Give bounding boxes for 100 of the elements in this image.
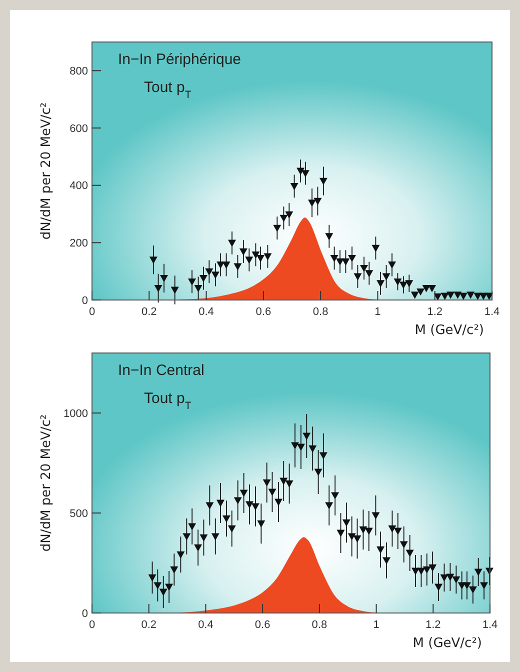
point	[216, 500, 224, 507]
y-axis-title: dN/dM per 20 MeV/c²	[39, 102, 54, 240]
point	[382, 273, 390, 280]
point	[376, 280, 385, 288]
text: Tout p$_{T}$	[144, 79, 192, 101]
point	[348, 533, 356, 540]
point	[388, 525, 396, 533]
x-tick-label: 0.4	[198, 619, 214, 631]
point	[206, 502, 214, 510]
point	[319, 178, 328, 186]
x-tick-label: 1.4	[482, 619, 498, 631]
point	[296, 168, 305, 175]
point	[222, 515, 230, 523]
point	[446, 574, 454, 581]
point	[274, 498, 282, 506]
point	[262, 479, 271, 487]
y-axis-title: dN/dM per 20 MeV/c²	[39, 414, 54, 552]
x-tick-label: 1.2	[427, 306, 443, 318]
x-tick-label: 0.8	[312, 306, 328, 318]
y-tick-label: 500	[70, 508, 88, 520]
point	[188, 523, 196, 530]
point	[446, 292, 455, 299]
point	[372, 244, 380, 252]
point	[376, 546, 385, 554]
point	[273, 224, 282, 232]
x-tick-label: 0.4	[198, 306, 214, 318]
point	[154, 285, 162, 292]
point	[399, 282, 408, 289]
y-tick-label: 400	[70, 180, 88, 192]
point	[325, 502, 334, 510]
point	[480, 582, 488, 590]
x-tick-label: 1	[374, 306, 381, 318]
point	[417, 568, 426, 575]
point	[388, 262, 396, 269]
x-axis-title: M (GeV/c²)	[412, 636, 482, 651]
y-tick-label: 200	[70, 238, 88, 250]
text: In−In Central	[118, 362, 204, 379]
point	[245, 501, 254, 508]
point	[440, 574, 448, 582]
point	[410, 292, 419, 299]
x-tick-label: 1.4	[484, 306, 500, 318]
point	[405, 280, 414, 288]
point	[354, 273, 362, 280]
point	[325, 233, 334, 240]
point	[228, 525, 236, 533]
point	[149, 256, 158, 264]
x-axis-title: M (GeV/c²)	[414, 323, 484, 338]
point	[165, 584, 174, 591]
point	[296, 444, 305, 451]
point	[466, 292, 475, 299]
y-tick-label: 800	[70, 66, 88, 78]
point	[211, 272, 220, 279]
point	[454, 292, 462, 299]
x-tick-label: 0.6	[254, 619, 270, 631]
point	[440, 292, 449, 300]
point	[280, 478, 288, 485]
point	[194, 544, 202, 552]
point	[342, 519, 350, 527]
point	[301, 170, 310, 178]
point	[239, 248, 248, 256]
x-tick-label: 0.6	[256, 306, 272, 318]
point	[290, 442, 299, 450]
point	[199, 275, 208, 282]
point	[360, 264, 368, 272]
point	[234, 497, 242, 504]
point	[382, 557, 391, 564]
point	[211, 533, 220, 540]
point	[462, 582, 471, 590]
point	[319, 452, 328, 460]
point	[452, 576, 460, 584]
point	[459, 292, 468, 300]
point	[240, 490, 248, 497]
point	[268, 488, 276, 496]
point	[359, 526, 368, 534]
point	[170, 286, 179, 294]
point	[264, 253, 272, 260]
point	[308, 445, 317, 453]
point	[256, 254, 265, 262]
y-tick-label: 0	[82, 608, 88, 620]
y-tick-label: 600	[70, 122, 88, 135]
point	[406, 550, 414, 557]
x-tick-label: 0.2	[141, 306, 157, 318]
point	[468, 586, 477, 594]
point	[400, 541, 408, 548]
point	[176, 551, 185, 559]
y-tick-label: 1000	[64, 408, 88, 420]
point	[200, 534, 208, 542]
point	[364, 528, 373, 535]
point	[314, 468, 322, 476]
point	[205, 268, 214, 276]
point	[372, 512, 380, 520]
point	[428, 285, 436, 292]
point	[182, 533, 191, 540]
point	[314, 198, 322, 206]
point	[234, 263, 242, 270]
x-tick-label: 0.8	[312, 619, 328, 631]
point	[160, 275, 168, 282]
point	[154, 582, 162, 590]
x-tick-label: 0.2	[141, 619, 157, 631]
point	[257, 520, 266, 528]
